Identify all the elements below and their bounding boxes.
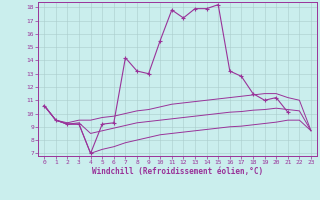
X-axis label: Windchill (Refroidissement éolien,°C): Windchill (Refroidissement éolien,°C) [92, 167, 263, 176]
